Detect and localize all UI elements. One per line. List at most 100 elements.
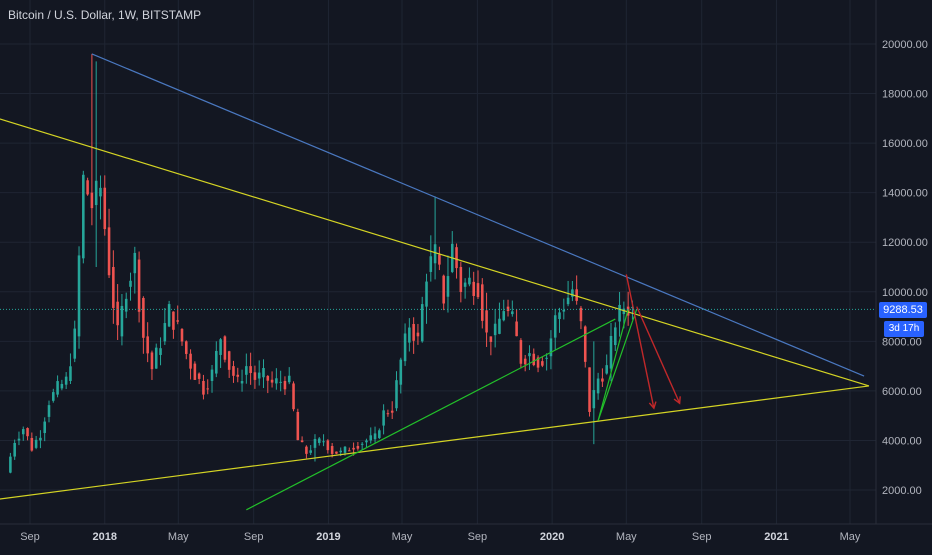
candle-body xyxy=(408,327,411,343)
candle-body xyxy=(13,442,16,457)
candle-body xyxy=(528,353,531,357)
candle-body xyxy=(622,308,626,315)
candle-body xyxy=(532,353,536,366)
candle-body xyxy=(116,301,119,326)
candle-body xyxy=(120,305,124,337)
blue-trendline[interactable] xyxy=(91,53,865,377)
candle-body xyxy=(601,378,604,382)
candle-body xyxy=(618,304,621,322)
candle-body xyxy=(442,275,445,304)
candle-body xyxy=(309,450,312,453)
yellow-trendline[interactable] xyxy=(0,111,870,387)
time-tick-label: Sep xyxy=(692,531,712,543)
candle-body xyxy=(176,320,179,322)
candle-body xyxy=(399,359,403,385)
candle-body xyxy=(317,438,321,443)
candle-body xyxy=(69,366,72,381)
candle-body xyxy=(133,252,137,274)
time-tick-label: May xyxy=(168,531,189,543)
price-tick-label: 4000.00 xyxy=(882,435,922,447)
candle-body xyxy=(412,323,415,341)
forecast-arrow[interactable] xyxy=(625,274,655,409)
time-tick-label: Sep xyxy=(20,531,40,543)
candle-body xyxy=(425,281,428,307)
candle-body xyxy=(579,307,583,322)
price-tick-label: 12000.00 xyxy=(882,237,928,249)
candle-body xyxy=(369,435,373,441)
green-trendline[interactable] xyxy=(246,318,616,511)
candle-body xyxy=(553,315,557,338)
candle-body xyxy=(159,348,162,355)
candle-body xyxy=(562,309,566,312)
candle-body xyxy=(549,338,553,357)
candle-body xyxy=(249,366,252,374)
trend-layer xyxy=(0,53,870,511)
candle-body xyxy=(300,440,304,443)
candle-body xyxy=(463,282,467,287)
candle-body xyxy=(583,326,587,362)
candle-body xyxy=(438,254,441,265)
candle-body xyxy=(163,323,167,342)
candle-body xyxy=(326,440,330,451)
candle-body xyxy=(64,376,68,385)
candle-body xyxy=(9,456,12,473)
candle-body xyxy=(605,365,608,374)
candle-body xyxy=(536,357,540,368)
candle-body xyxy=(575,289,578,301)
candle-body xyxy=(523,358,527,365)
candle-body xyxy=(245,366,248,375)
time-tick-label: 2020 xyxy=(540,531,564,543)
candle-body xyxy=(313,438,317,448)
candle-body xyxy=(112,267,115,308)
time-axis[interactable]: Sep 2018 May Sep 2019 May Sep 2020 May Sep 2021 May xyxy=(20,531,861,543)
candle-body xyxy=(275,378,278,384)
time-tick-label: 2018 xyxy=(93,531,117,543)
candle-body xyxy=(558,312,561,320)
candle-body xyxy=(197,373,201,379)
green-trendline[interactable] xyxy=(597,308,629,421)
candle-body xyxy=(39,437,42,441)
candle-body xyxy=(330,446,334,454)
candle-body xyxy=(360,443,364,445)
candle-body xyxy=(386,413,390,415)
candle-body xyxy=(180,328,184,342)
candle-body xyxy=(167,304,171,327)
candle-body xyxy=(481,284,484,321)
candle-body xyxy=(472,281,475,296)
time-tick-label: May xyxy=(392,531,413,543)
candle-body xyxy=(382,410,385,426)
candle-body xyxy=(99,187,102,197)
candle-body xyxy=(339,450,343,453)
price-axis[interactable]: 2000.00 4000.00 6000.00 8000.00 10000.00 1200… xyxy=(882,39,928,497)
candle-body xyxy=(292,383,295,410)
green-trendline[interactable] xyxy=(597,308,638,421)
candle-body xyxy=(206,388,210,390)
candle-body xyxy=(395,380,398,409)
time-tick-label: Sep xyxy=(244,531,264,543)
candle-body xyxy=(515,321,518,337)
candle-body xyxy=(390,410,394,413)
candle-body xyxy=(26,428,29,437)
candle-body xyxy=(270,379,274,383)
candle-body xyxy=(94,180,98,206)
candle-body xyxy=(502,311,506,321)
candle-body xyxy=(232,366,235,376)
candle-body xyxy=(142,297,145,338)
candle-body xyxy=(613,327,617,346)
candle-body xyxy=(365,440,368,443)
candle-body xyxy=(506,306,510,312)
candle-body xyxy=(476,283,480,298)
price-tick-label: 10000.00 xyxy=(882,287,928,299)
candle-body xyxy=(433,244,437,264)
candle-body xyxy=(498,318,501,334)
candle-body xyxy=(107,227,111,276)
candle-body xyxy=(82,174,85,259)
forecast-arrow[interactable] xyxy=(636,306,681,404)
candle-body xyxy=(103,187,107,230)
candle-body xyxy=(146,336,149,354)
candle-body xyxy=(227,351,231,370)
yellow-trendline[interactable] xyxy=(0,385,870,502)
candle-body xyxy=(257,372,261,379)
candle-body xyxy=(17,438,21,441)
